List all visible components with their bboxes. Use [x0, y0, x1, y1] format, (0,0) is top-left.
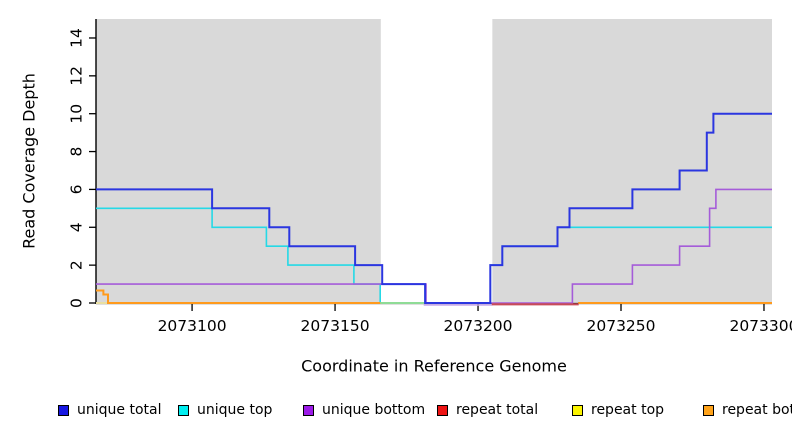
repeat-top-swatch-icon: [572, 404, 583, 416]
legend-label: unique top: [197, 402, 273, 418]
highlight-band: [380, 19, 493, 303]
legend-item-unique-total: unique total: [58, 402, 161, 418]
repeat-total-swatch-icon: [437, 404, 448, 416]
unique-total-swatch-icon: [58, 404, 69, 416]
legend-label: unique bottom: [322, 402, 426, 418]
unique-total-line: [96, 112, 772, 304]
y-tick-label: 2: [68, 260, 86, 270]
legend-label: unique total: [77, 402, 162, 418]
y-tick-label: 10: [68, 104, 86, 124]
legend-item-repeat-top: repeat top: [572, 402, 664, 418]
x-tick-label: 2073300: [729, 317, 792, 335]
y-axis-title: Read Coverage Depth: [19, 73, 39, 249]
unique-top-swatch-icon: [178, 404, 189, 416]
legend-item-unique-bottom: unique bottom: [303, 402, 425, 418]
legend-label: repeat top: [591, 402, 665, 418]
legend-label: repeat bottom: [722, 402, 792, 418]
x-tick-label: 2073150: [301, 317, 370, 335]
y-tick-label: 12: [68, 66, 86, 86]
legend-item-repeat-total: repeat total: [437, 402, 538, 418]
x-tick-label: 2073250: [586, 317, 655, 335]
legend-item-unique-top: unique top: [178, 402, 272, 418]
y-tick-label: 6: [68, 184, 86, 194]
y-tick-label: 4: [68, 222, 86, 232]
unique-bottom-swatch-icon: [303, 404, 314, 416]
x-axis-title: Coordinate in Reference Genome: [301, 356, 567, 376]
y-tick-label: 14: [68, 28, 86, 48]
repeat-bottom-swatch-icon: [703, 404, 714, 416]
legend: unique total unique top unique bottom repea…: [0, 400, 792, 424]
y-tick-label: 8: [68, 147, 86, 157]
legend-item-repeat-bottom: repeat bottom: [703, 402, 792, 418]
x-tick-label: 2073100: [158, 317, 227, 335]
legend-label: repeat total: [456, 402, 539, 418]
x-tick-label: 2073200: [444, 317, 513, 335]
y-tick-label: 0: [68, 298, 86, 308]
repeat-bottom-line-left: [96, 289, 491, 304]
